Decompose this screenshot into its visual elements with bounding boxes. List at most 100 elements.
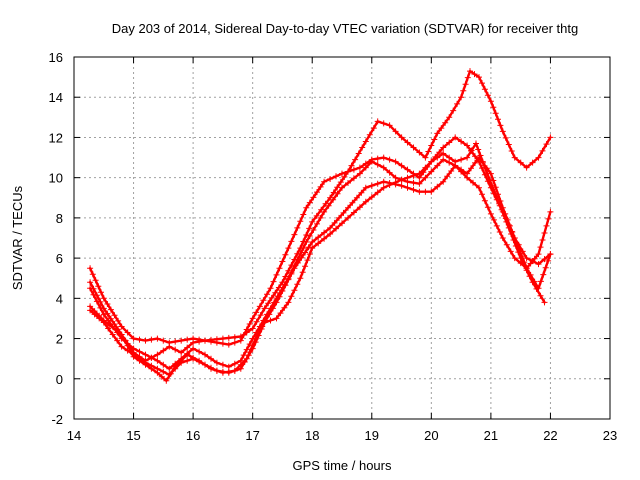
- data-point-marker: [306, 233, 313, 239]
- data-point-marker: [374, 189, 381, 196]
- data-point-marker: [446, 139, 453, 146]
- data-point-marker: [495, 116, 501, 123]
- data-point-marker: [104, 310, 111, 317]
- data-point-marker: [452, 162, 459, 169]
- data-point-marker: [523, 265, 530, 272]
- data-point-marker: [297, 251, 304, 258]
- data-point-marker: [380, 184, 387, 191]
- data-point-marker: [166, 371, 173, 378]
- data-point-marker: [422, 154, 429, 161]
- data-point-marker: [202, 337, 208, 344]
- data-point-marker: [428, 188, 435, 195]
- data-point-marker: [107, 306, 114, 313]
- data-point-marker: [493, 222, 500, 229]
- data-point-marker: [416, 188, 423, 195]
- data-point-marker: [240, 332, 247, 338]
- data-point-marker: [529, 258, 536, 265]
- data-point-marker: [300, 211, 307, 218]
- data-point-marker: [404, 174, 411, 181]
- data-point-marker: [537, 292, 544, 299]
- data-point-marker: [87, 285, 94, 292]
- data-point-marker: [160, 368, 167, 375]
- data-point-marker: [294, 281, 301, 288]
- data-point-marker: [428, 168, 435, 175]
- data-point-marker: [398, 162, 405, 169]
- data-point-marker: [268, 294, 275, 301]
- data-point-marker: [487, 184, 494, 191]
- data-point-marker: [410, 144, 417, 151]
- data-point-marker: [505, 141, 512, 148]
- data-point-marker: [142, 359, 149, 366]
- data-point-marker: [260, 297, 267, 304]
- data-point-marker: [535, 261, 542, 268]
- data-point-marker: [111, 312, 118, 319]
- data-point-marker: [269, 305, 276, 312]
- data-point-marker: [213, 339, 220, 346]
- data-point-marker: [481, 197, 488, 204]
- data-point-marker: [362, 138, 369, 145]
- data-point-marker: [89, 271, 96, 278]
- data-point-marker: [321, 235, 328, 242]
- data-point-marker: [458, 138, 465, 145]
- data-point-marker: [527, 271, 534, 278]
- data-point-marker: [104, 301, 111, 307]
- data-point-marker: [448, 168, 455, 174]
- data-point-marker: [475, 146, 482, 153]
- data-point-marker: [288, 270, 295, 277]
- data-point-marker: [261, 305, 268, 312]
- data-point-marker: [511, 154, 518, 161]
- data-point-marker: [130, 351, 137, 358]
- data-point-marker: [282, 251, 289, 258]
- data-point-marker: [508, 148, 515, 154]
- y-tick-label: 10: [49, 171, 63, 186]
- data-point-marker: [545, 257, 552, 264]
- data-point-marker: [178, 349, 185, 356]
- data-point-marker: [425, 148, 432, 155]
- data-point-marker: [535, 154, 542, 161]
- data-point-marker: [142, 337, 149, 344]
- data-point-marker: [502, 134, 509, 141]
- series-track-4: [87, 162, 554, 384]
- data-point-marker: [158, 373, 165, 380]
- data-point-marker: [496, 202, 503, 209]
- data-point-marker: [355, 150, 362, 157]
- data-point-marker: [422, 164, 429, 171]
- data-point-marker: [545, 215, 552, 222]
- data-point-marker: [374, 180, 381, 187]
- data-point-marker: [410, 179, 417, 186]
- x-tick-label: 18: [305, 428, 319, 443]
- data-point-marker: [521, 259, 528, 266]
- data-point-marker: [190, 355, 197, 362]
- data-point-marker: [493, 196, 500, 203]
- x-tick-label: 23: [603, 428, 617, 443]
- x-axis-label: GPS time / hours: [293, 458, 392, 473]
- data-point-marker: [273, 299, 280, 306]
- data-point-marker: [196, 338, 203, 345]
- data-point-marker: [519, 248, 526, 255]
- data-point-marker: [446, 159, 453, 166]
- data-point-marker: [454, 100, 461, 107]
- x-tick-label: 17: [245, 428, 259, 443]
- data-point-marker: [277, 310, 284, 317]
- data-point-marker: [470, 179, 476, 186]
- data-point-marker: [436, 149, 443, 156]
- data-point-marker: [282, 282, 289, 289]
- data-point-marker: [350, 175, 357, 182]
- data-point-marker: [438, 125, 445, 132]
- data-point-marker: [302, 263, 309, 270]
- x-tick-label: 16: [186, 428, 200, 443]
- data-point-marker: [499, 235, 506, 241]
- data-point-marker: [279, 258, 286, 265]
- data-point-marker: [321, 208, 328, 215]
- data-point-marker: [297, 218, 304, 225]
- data-point-marker: [374, 161, 381, 168]
- data-point-marker: [184, 336, 191, 343]
- y-tick-label: 12: [49, 130, 63, 145]
- data-point-marker: [299, 269, 306, 276]
- data-point-marker: [130, 335, 137, 342]
- data-point-marker: [114, 337, 121, 344]
- data-point-marker: [154, 335, 161, 342]
- data-point-marker: [434, 183, 441, 190]
- plot-frame: [73, 56, 611, 420]
